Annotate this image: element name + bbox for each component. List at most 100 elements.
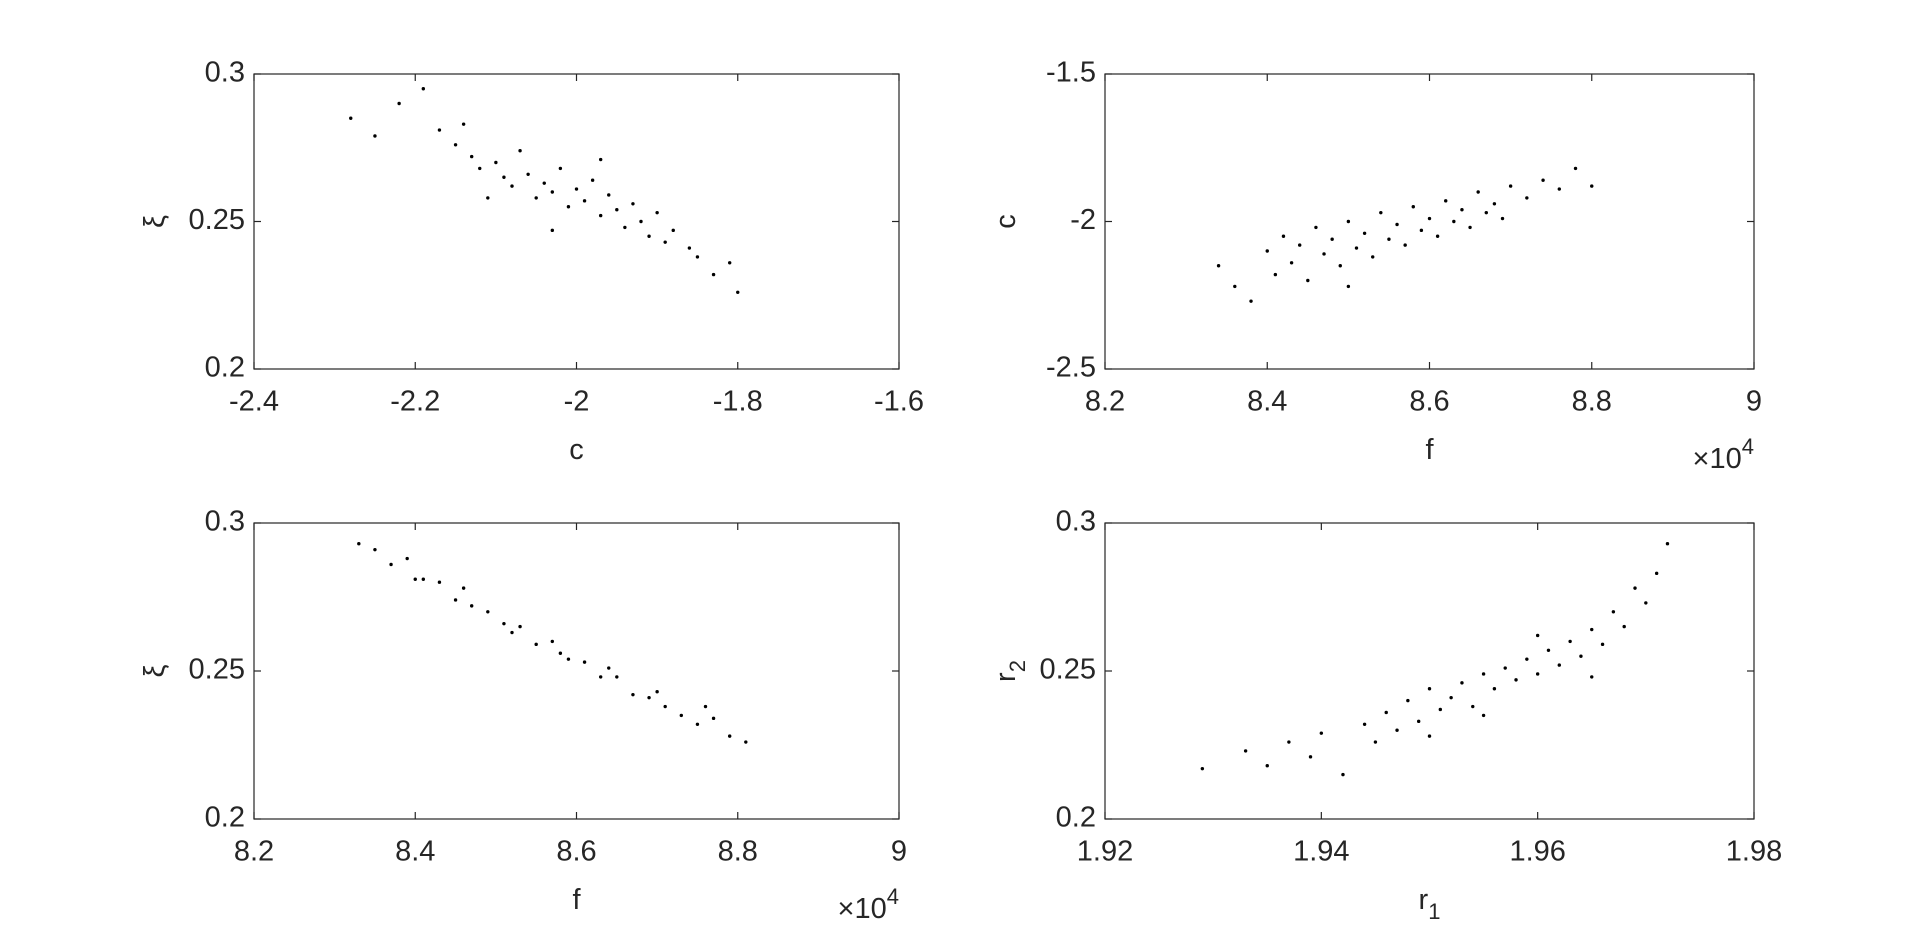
scatter-point <box>1611 610 1616 614</box>
scatter-point <box>1233 284 1237 289</box>
scatter-point <box>373 547 377 552</box>
scatter-point <box>405 556 409 561</box>
scatter-point <box>1654 571 1659 576</box>
x-axis-multiplier-base: ×10 <box>1693 443 1742 475</box>
subplot: 8.2 8.4 8.6 8.8 9 0.2 0.25 0.3 f ξ ×104 <box>139 506 907 925</box>
scatter-point <box>1346 284 1351 289</box>
scatter-point <box>1573 166 1578 171</box>
scatter-point <box>494 160 498 165</box>
y-tick-label: 0.3 <box>205 57 245 89</box>
scatter-point <box>582 199 587 203</box>
scatter-point <box>1460 681 1464 685</box>
scatter-point <box>349 116 353 120</box>
scatter-point <box>518 149 522 153</box>
scatter-point <box>695 255 700 259</box>
scatter-point <box>478 166 482 171</box>
scatter-point <box>397 101 401 106</box>
scatter-point <box>1371 255 1375 259</box>
scatter-point <box>453 143 458 147</box>
scatter-point <box>744 740 748 744</box>
scatter-point <box>1644 601 1648 605</box>
scatter-point <box>1419 228 1424 233</box>
scatter-point <box>413 577 417 581</box>
scatter-point <box>647 234 651 238</box>
scatter-point <box>663 240 667 244</box>
scatter-point <box>1481 672 1486 676</box>
scatter-point <box>1546 648 1551 652</box>
scatter-point <box>453 598 458 602</box>
points <box>1200 542 1670 777</box>
scatter-point <box>1416 719 1421 724</box>
scatter-point <box>1514 678 1518 682</box>
y-axis-label: c <box>990 214 1022 229</box>
scatter-point <box>389 562 393 567</box>
points <box>1216 166 1594 303</box>
scatter-point <box>1384 710 1388 715</box>
x-axis-label: c <box>569 434 584 466</box>
x-tick-label: 8.6 <box>556 836 596 868</box>
points <box>357 542 748 744</box>
scatter-point <box>1622 624 1626 629</box>
scatter-point <box>1500 216 1505 221</box>
x-axis-multiplier-exponent: 4 <box>887 884 899 909</box>
scatter-point <box>631 692 635 697</box>
x-tick-label: 1.94 <box>1293 836 1349 868</box>
scatter-point <box>1200 766 1205 771</box>
x-axis-label: f <box>1425 434 1434 466</box>
scatter-point <box>1362 722 1367 726</box>
scatter-point <box>1525 196 1529 200</box>
plot-area <box>253 73 900 370</box>
scatter-point <box>687 246 692 250</box>
scatter-point <box>1590 627 1594 632</box>
scatter-point <box>357 542 361 546</box>
y-tick-label: 0.25 <box>189 654 245 686</box>
scatter-point <box>582 660 587 664</box>
x-tick-label: 8.8 <box>1572 386 1612 418</box>
scatter-point <box>1557 187 1562 191</box>
scatter-point <box>437 580 442 584</box>
scatter-point <box>671 228 675 233</box>
scatter-point <box>1468 225 1472 230</box>
scatter-point <box>1476 190 1480 194</box>
scatter-point <box>598 213 603 218</box>
scatter-point <box>679 713 684 718</box>
y-tick-label: -2.5 <box>1046 352 1096 384</box>
scatter-point <box>1362 231 1367 235</box>
scatter-point <box>1411 205 1415 209</box>
x-tick-label: 1.96 <box>1509 836 1565 868</box>
scatter-point <box>1403 243 1407 247</box>
scatter-point <box>510 630 514 635</box>
scatter-point <box>1557 663 1562 667</box>
x-axis-label: f <box>572 884 581 916</box>
scatter-point <box>1395 222 1399 227</box>
plot-area <box>253 522 900 820</box>
scatter-point <box>518 624 522 629</box>
scatter-point <box>566 657 571 661</box>
subplot: -2.4 -2.2 -2 -1.8 -1.6 0.2 0.25 0.3 c ξ <box>139 57 924 466</box>
scatter-point <box>703 704 708 709</box>
scatter-point <box>1665 542 1670 546</box>
scatter-point <box>655 210 659 215</box>
y-tick-label: 0.3 <box>1056 506 1096 538</box>
scatter-point <box>526 172 530 176</box>
scatter-point <box>1346 219 1351 224</box>
x-tick-label: 8.8 <box>718 836 758 868</box>
y-axis-label: r2 <box>990 660 1030 682</box>
scatter-point <box>1481 713 1486 718</box>
scatter-point <box>550 228 555 233</box>
scatter-point <box>1484 210 1488 215</box>
scatter-point <box>607 666 611 670</box>
scatter-point <box>1314 225 1318 230</box>
x-axis-label-main: f <box>572 884 581 916</box>
scatter-point <box>1243 749 1248 753</box>
x-axis-multiplier-base: ×10 <box>838 893 887 925</box>
scatter-point <box>1600 642 1605 647</box>
scatter-point <box>1460 208 1464 212</box>
scatter-point <box>1535 633 1540 638</box>
scatter-point <box>615 675 619 679</box>
scatter-point <box>542 181 546 185</box>
scatter-point <box>461 122 466 126</box>
scatter-point <box>1216 264 1221 268</box>
